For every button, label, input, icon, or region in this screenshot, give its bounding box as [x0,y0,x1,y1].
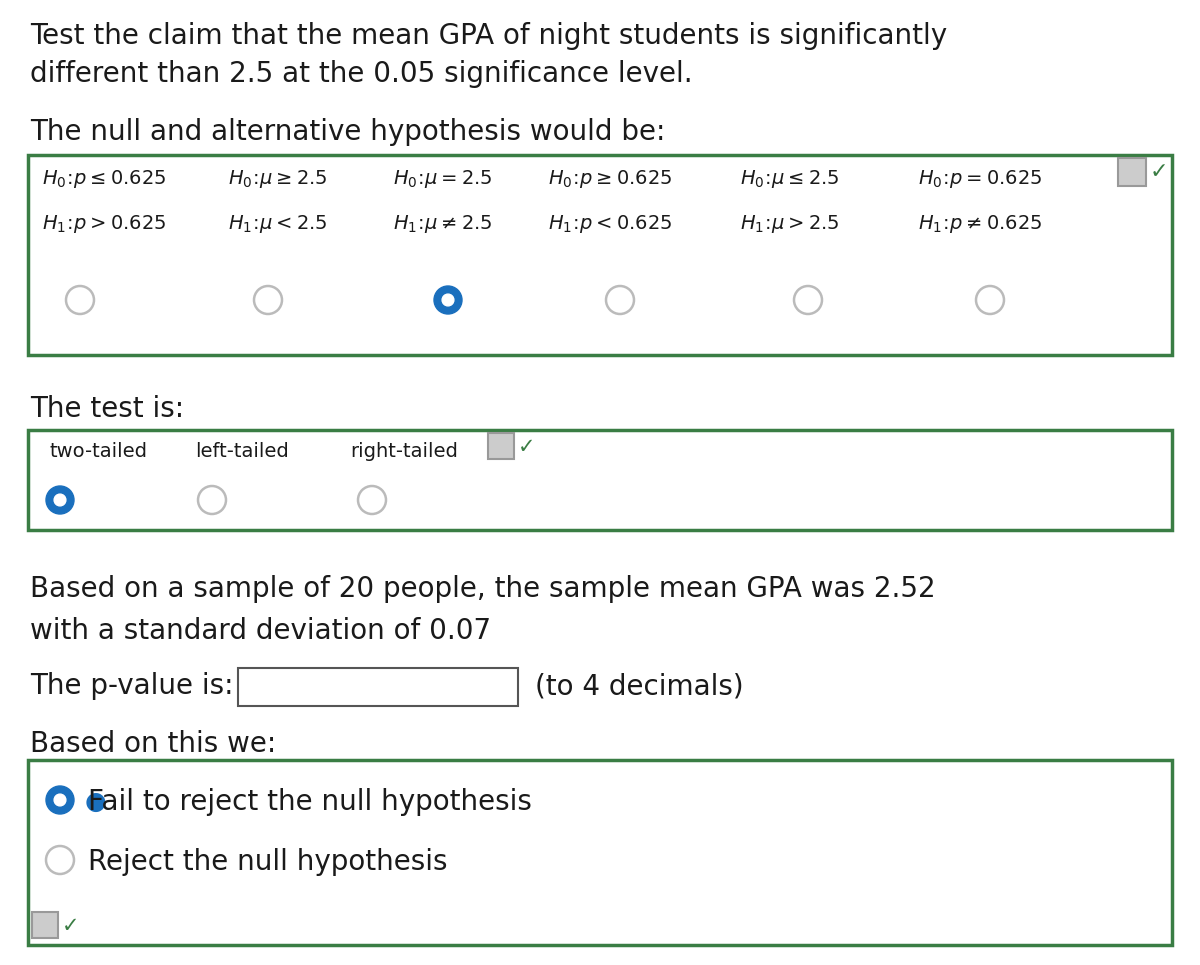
Text: $H_0\!:\!p \geq 0.625$: $H_0\!:\!p \geq 0.625$ [548,168,672,190]
Circle shape [434,286,462,314]
Text: left-tailed: left-tailed [194,442,289,461]
Text: Test the claim that the mean GPA of night students is significantly: Test the claim that the mean GPA of nigh… [30,22,947,50]
Bar [28,430,1172,530]
Bar [32,912,58,938]
Text: $H_1\!:\!p < 0.625$: $H_1\!:\!p < 0.625$ [548,213,672,235]
Bar [238,668,518,706]
Bar [28,155,1172,355]
Text: Based on a sample of 20 people, the sample mean GPA was 2.52: Based on a sample of 20 people, the samp… [30,575,936,603]
Text: different than 2.5 at the 0.05 significance level.: different than 2.5 at the 0.05 significa… [30,60,692,88]
Text: $H_0\!:\!p = 0.625$: $H_0\!:\!p = 0.625$ [918,168,1043,190]
Bar [28,760,1172,945]
Text: $H_1\!:\!\mu > 2.5$: $H_1\!:\!\mu > 2.5$ [740,213,840,235]
Bar [1118,158,1146,186]
Text: Based on this we:: Based on this we: [30,730,276,758]
Text: The null and alternative hypothesis would be:: The null and alternative hypothesis woul… [30,118,665,146]
Text: ✓: ✓ [62,916,79,936]
Text: $H_0\!:\!\mu = 2.5$: $H_0\!:\!\mu = 2.5$ [394,168,492,190]
Text: The p-value is:: The p-value is: [30,672,234,700]
Text: (to 4 decimals): (to 4 decimals) [535,672,744,700]
Text: right-tailed: right-tailed [350,442,458,461]
Text: two-tailed: two-tailed [50,442,148,461]
Text: Fail to reject the null hypothesis: Fail to reject the null hypothesis [88,788,532,816]
Text: $H_1\!:\!\mu \neq 2.5$: $H_1\!:\!\mu \neq 2.5$ [394,213,492,235]
Text: ●: ● [85,790,107,814]
Text: ✓: ✓ [518,437,535,457]
Circle shape [54,794,66,806]
Text: Reject the null hypothesis: Reject the null hypothesis [88,848,448,876]
Text: $H_0\!:\!\mu \geq 2.5$: $H_0\!:\!\mu \geq 2.5$ [228,168,328,190]
Circle shape [46,786,74,814]
Text: The test is:: The test is: [30,395,184,423]
Text: $H_0\!:\!p \leq 0.625$: $H_0\!:\!p \leq 0.625$ [42,168,167,190]
Circle shape [442,294,454,306]
Circle shape [46,486,74,514]
Circle shape [54,494,66,506]
Text: $H_0\!:\!\mu \leq 2.5$: $H_0\!:\!\mu \leq 2.5$ [740,168,840,190]
Text: ✓: ✓ [1150,162,1169,182]
Bar [488,433,514,459]
Text: $H_1\!:\!p \neq 0.625$: $H_1\!:\!p \neq 0.625$ [918,213,1043,235]
Text: $H_1\!:\!\mu < 2.5$: $H_1\!:\!\mu < 2.5$ [228,213,328,235]
Text: $H_1\!:\!p > 0.625$: $H_1\!:\!p > 0.625$ [42,213,167,235]
Text: with a standard deviation of 0.07: with a standard deviation of 0.07 [30,617,491,645]
